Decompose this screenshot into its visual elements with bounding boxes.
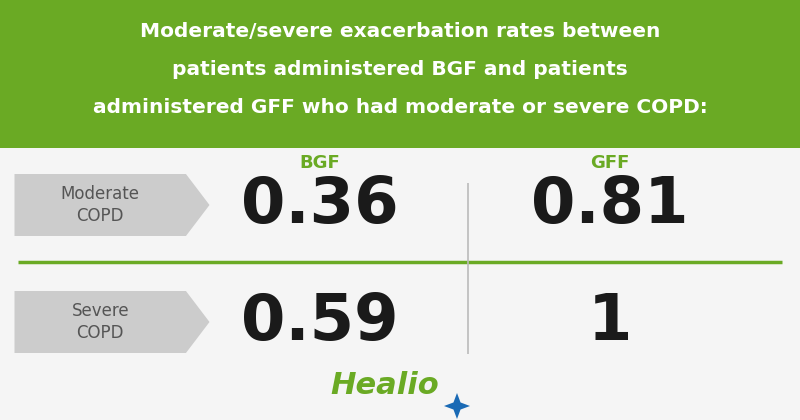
- Text: Moderate/severe exacerbation rates between: Moderate/severe exacerbation rates betwe…: [140, 22, 660, 41]
- Text: Moderate
COPD: Moderate COPD: [61, 185, 140, 225]
- Text: 1: 1: [588, 291, 632, 353]
- Polygon shape: [444, 393, 470, 419]
- Text: GFF: GFF: [590, 154, 630, 172]
- Text: Severe
COPD: Severe COPD: [71, 302, 129, 342]
- Text: administered GFF who had moderate or severe COPD:: administered GFF who had moderate or sev…: [93, 98, 707, 117]
- Text: Healio: Healio: [330, 371, 439, 400]
- Text: 0.59: 0.59: [241, 291, 399, 353]
- Text: 0.36: 0.36: [241, 174, 399, 236]
- Text: patients administered BGF and patients: patients administered BGF and patients: [172, 60, 628, 79]
- Polygon shape: [14, 174, 210, 236]
- Bar: [0, 0, 800, 148]
- Polygon shape: [14, 291, 210, 353]
- Text: BGF: BGF: [300, 154, 340, 172]
- Text: 0.81: 0.81: [531, 174, 689, 236]
